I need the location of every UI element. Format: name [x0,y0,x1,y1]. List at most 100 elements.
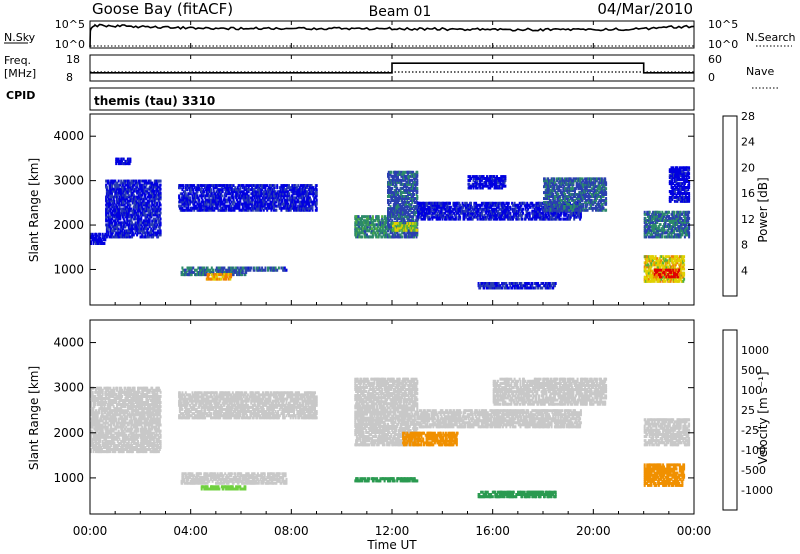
heatmap-cell [151,201,154,205]
heatmap-cell [132,179,135,183]
heatmap-cell [145,217,148,221]
heatmap-cell [115,221,118,225]
heatmap-cell [147,191,150,195]
heatmap-cell [126,235,129,239]
heatmap-cell [146,219,149,223]
heatmap-cell [522,207,524,211]
heatmap-cell [215,266,218,270]
heatmap-cell [154,181,157,185]
heatmap-cell [118,199,121,203]
heatmap-cell [133,189,136,193]
heatmap-cell [126,221,129,225]
heatmap-cell [126,181,129,185]
heatmap-cell [193,270,196,274]
heatmap-cell [123,223,126,227]
heatmap-cell [107,211,110,215]
heatmap-cell [130,195,133,199]
heatmap-cell [109,185,112,189]
heatmap-cell [90,232,92,236]
heatmap-cell [149,209,152,213]
heatmap-cell [142,201,145,205]
cpid-label: CPID [6,89,35,102]
heatmap-cell [130,189,133,193]
heatmap-cell [142,207,145,211]
heatmap-cell [157,195,160,199]
heatmap-cell [133,201,136,205]
heatmap-cell [120,199,123,203]
heatmap-cell [127,199,130,203]
heatmap-cell [521,217,524,221]
heatmap-cell [138,225,141,229]
heatmap-cell [202,270,205,274]
heatmap-cell [141,205,144,209]
heatmap-cell [132,233,135,237]
heatmap-cell [361,235,363,239]
heatmap-cell [105,213,108,217]
heatmap-cell [196,273,199,277]
heatmap-cell [147,231,150,235]
heatmap-cell [121,191,124,195]
heatmap-cell [136,205,139,209]
heatmap-cell [181,192,184,196]
heatmap-cell [459,215,462,219]
heatmap-cell [156,223,159,227]
heatmap-cell [130,217,133,221]
heatmap-cell [159,197,162,201]
heatmap-cell [135,187,138,191]
heatmap-cell [122,179,125,183]
heatmap-cell [121,203,123,207]
heatmap-cell [139,203,142,207]
heatmap-cell [145,225,148,229]
heatmap-cell [185,270,188,274]
heatmap-cell [157,217,160,221]
heatmap-cell [116,193,119,197]
heatmap-cell [140,235,143,239]
heatmap-cell [200,268,203,272]
heatmap-cell [159,183,162,187]
heatmap-cell [140,219,143,223]
heatmap-cell [517,217,520,221]
heatmap-cell [121,207,123,211]
heatmap-cell [124,193,127,197]
heatmap-cell [141,183,144,187]
heatmap-cell [113,189,116,193]
heatmap-cell [117,179,120,183]
heatmap-cell [250,266,253,270]
heatmap-cell [229,268,232,272]
heatmap-cell [105,217,108,221]
heatmap-cell [122,235,125,239]
heatmap-cell [116,219,119,223]
heatmap-cell [123,209,126,213]
heatmap-cell [113,229,116,233]
heatmap-cell [135,181,138,185]
heatmap-cell [143,189,146,193]
heatmap-cell [128,187,131,191]
heatmap-cell [114,195,117,199]
heatmap-cell [156,233,159,237]
heatmap-cell [144,233,147,237]
heatmap-cell [416,195,419,198]
heatmap-cell [136,225,139,229]
heatmap-cell [138,227,141,231]
heatmap-cell [225,273,228,277]
heatmap-cell [99,232,102,236]
heatmap-cell [158,227,161,231]
heatmap-cell [134,209,137,213]
heatmap-cell [109,225,112,229]
heatmap-cell [190,268,193,272]
nsearch-tick-top: 10^5 [708,18,738,31]
heatmap-cell [142,229,145,233]
heatmap-cell [116,201,119,205]
heatmap-cell [158,219,161,223]
heatmap-cell [106,195,109,199]
heatmap-cell [156,201,159,205]
heatmap-cell [413,193,415,196]
heatmap-cell [152,235,155,239]
heatmap-cell [136,183,139,187]
heatmap-cell [147,195,149,199]
heatmap-cell [142,203,145,207]
heatmap-cell [121,185,124,189]
heatmap-cell [105,179,108,183]
heatmap-cell [116,159,119,163]
heatmap-cell [204,268,207,272]
